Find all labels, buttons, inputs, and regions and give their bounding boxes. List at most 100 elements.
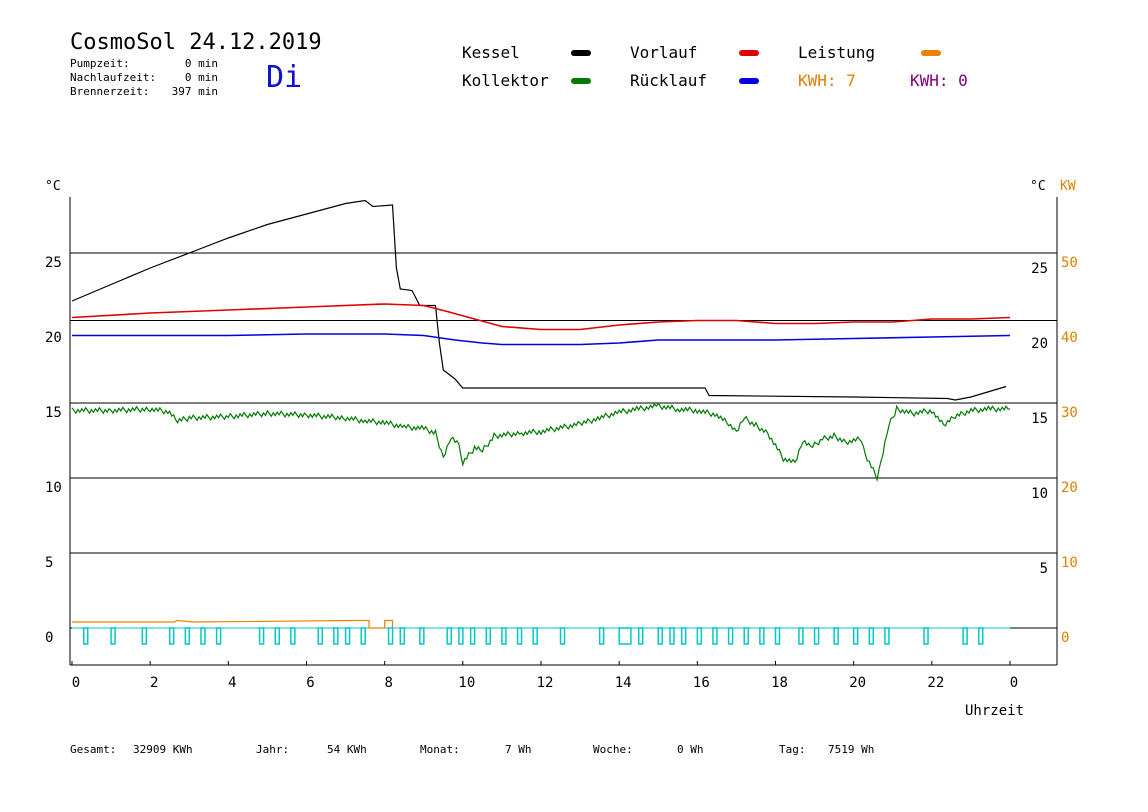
pump-segment <box>485 627 492 645</box>
left-axis-unit: °C <box>45 179 61 194</box>
series-line-kessel <box>71 199 1007 401</box>
pump-segment <box>344 627 351 645</box>
series-line-kollektor <box>71 402 1010 483</box>
y-tick-label-left: 0 <box>45 630 53 646</box>
pump-segment <box>669 627 675 645</box>
pump-segment <box>274 627 280 645</box>
pump-segment <box>446 627 452 645</box>
legend-label-vorlauf: Vorlauf <box>630 43 698 62</box>
pump-segment <box>458 627 464 645</box>
pump-segment <box>618 627 632 645</box>
y-tick-label-right-temp: 25 <box>1031 261 1048 277</box>
pump-segment <box>184 627 191 645</box>
pump-segment <box>532 627 538 645</box>
legend-swatch-ruecklauf <box>739 78 759 84</box>
pump-segment <box>977 627 984 645</box>
series-line-vorlauf <box>71 303 1011 331</box>
stats-block: Pumpzeit: 0 min Nachlaufzeit: 0 min Bren… <box>70 57 218 99</box>
pump-segment <box>419 627 425 645</box>
pump-segment <box>399 627 406 645</box>
x-tick-label: 0 <box>1010 675 1018 691</box>
pump-segment <box>469 627 476 645</box>
y-tick-label-right-temp: 10 <box>1031 486 1048 502</box>
x-tick-label: 22 <box>927 675 944 691</box>
y-tick-label-right-temp: 15 <box>1031 411 1048 427</box>
x-tick-label: 4 <box>228 675 236 691</box>
pump-segment <box>360 627 366 645</box>
pump-segment <box>884 627 890 645</box>
x-axis-label: Uhrzeit <box>965 703 1024 719</box>
footer-label-tag: Tag: <box>779 743 806 756</box>
series-lines <box>71 199 1011 645</box>
stat-label: Brennerzeit: <box>70 85 150 98</box>
stat-label: Pumpzeit: <box>70 57 130 70</box>
pump-segment <box>82 627 89 645</box>
x-tick-label: 16 <box>693 675 710 691</box>
pump-segment <box>712 627 718 645</box>
pump-segment <box>333 627 339 645</box>
axes <box>69 197 1058 666</box>
stat-value: 397 min <box>171 85 218 98</box>
pump-segment <box>559 627 566 645</box>
y-tick-label-left: 25 <box>45 255 62 271</box>
stat-row: Brennerzeit: 397 min <box>70 85 218 99</box>
stat-row: Nachlaufzeit: 0 min <box>70 71 218 85</box>
pump-segment <box>516 627 523 645</box>
pump-segment <box>110 627 116 645</box>
x-tick-label: 20 <box>849 675 866 691</box>
pump-segment <box>598 627 605 645</box>
pump-segment <box>215 627 222 645</box>
stat-value: 0 min <box>184 71 218 84</box>
footer-label-gesamt: Gesamt: <box>70 743 117 756</box>
power-axis-unit: KW <box>1060 179 1076 194</box>
pump-segment <box>868 627 875 645</box>
footer-value-tag: 7519 Wh <box>828 743 875 756</box>
legend-swatch-kessel <box>571 50 591 56</box>
pump-segment <box>200 627 206 645</box>
y-tick-label-right-power: 30 <box>1061 405 1078 421</box>
pump-segment <box>141 627 148 645</box>
stat-value: 0 min <box>184 57 218 70</box>
legend-label-ruecklauf: Rücklauf <box>630 71 708 90</box>
x-tick-label: 14 <box>615 675 632 691</box>
pump-segment <box>727 627 734 645</box>
y-tick-label-right-power: 0 <box>1061 630 1069 646</box>
y-tick-label-left: 20 <box>45 330 62 346</box>
stat-row: Pumpzeit: 0 min <box>70 57 218 71</box>
pump-segment <box>743 627 749 645</box>
y-tick-label-left: 10 <box>45 480 62 496</box>
footer-value-monat: 7 Wh <box>505 743 532 756</box>
pump-segment <box>637 627 644 645</box>
x-tick-label: 2 <box>150 675 158 691</box>
y-tick-label-right-power: 50 <box>1061 255 1078 271</box>
pump-segment <box>759 627 765 645</box>
footer-label-jahr: Jahr: <box>256 743 290 756</box>
legend-label-leistung: Leistung <box>798 43 876 62</box>
y-tick-label-right-power: 10 <box>1061 555 1078 571</box>
pump-segment <box>317 627 323 645</box>
x-tick-label: 12 <box>537 675 554 691</box>
legend-swatch-kollektor <box>571 78 591 84</box>
pump-segment <box>813 627 820 645</box>
series-line-leistung <box>72 619 394 629</box>
y-tick-label-right-temp: 5 <box>1040 561 1048 577</box>
pump-segment <box>923 627 929 645</box>
legend-label-kessel: Kessel <box>462 43 520 62</box>
pump-segment <box>387 627 394 645</box>
y-tick-label-left: 5 <box>45 555 53 571</box>
page-title: CosmoSol 24.12.2019 <box>70 30 322 55</box>
y-tick-label-right-temp: 20 <box>1031 336 1048 352</box>
pump-segment <box>833 627 839 645</box>
x-tick-label: 8 <box>384 675 392 691</box>
footer-label-woche: Woche: <box>593 743 633 756</box>
footer-value-jahr: 54 KWh <box>327 743 367 756</box>
series-line-ruecklauf <box>72 333 1011 346</box>
pump-segment <box>501 627 507 645</box>
stat-label: Nachlaufzeit: <box>70 71 157 84</box>
weekday: Di <box>266 60 303 95</box>
pump-segment <box>168 627 175 645</box>
x-tick-label: 0 <box>72 675 80 691</box>
pump-segment <box>657 627 663 645</box>
axis-labels: 0 2 4 6 8 10 12 14 16 18 20 22 0 Uhrzeit 0 5 10 15 20 25 °C 5… <box>45 179 1078 719</box>
